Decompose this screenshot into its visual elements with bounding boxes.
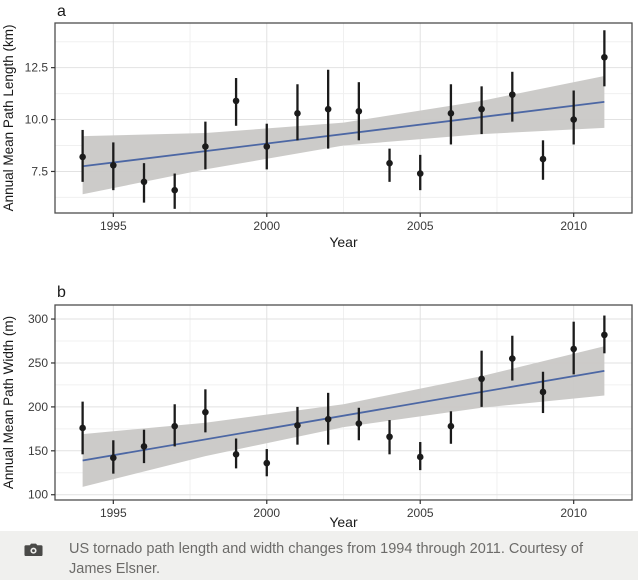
data-point bbox=[601, 331, 608, 339]
data-point bbox=[386, 433, 393, 441]
data-point bbox=[324, 105, 332, 113]
confidence-band bbox=[82, 75, 605, 195]
panel-label: b bbox=[57, 284, 66, 301]
caption-text: US tornado path length and width changes… bbox=[69, 541, 584, 577]
panel-border bbox=[54, 22, 633, 214]
x-tick-label: 2010 bbox=[560, 219, 587, 233]
data-point bbox=[509, 355, 516, 362]
path-length-chart: 1995 2000 2005 2010 7.5 10.0 12.5 Year Annual Me… bbox=[1, 3, 633, 250]
data-point bbox=[202, 408, 209, 416]
y-axis-title: Annual Mean Path Length (km) bbox=[1, 25, 16, 212]
data-point bbox=[324, 415, 332, 423]
data-point bbox=[416, 453, 424, 461]
y-tick-label: 7.5 bbox=[31, 164, 48, 178]
data-point bbox=[478, 375, 485, 383]
x-tick-label: 1995 bbox=[100, 219, 127, 233]
y-tick-label: 250 bbox=[28, 356, 48, 370]
x-tick-label: 2005 bbox=[407, 506, 434, 520]
data-point bbox=[355, 107, 363, 115]
data-point bbox=[110, 161, 117, 169]
data-point bbox=[110, 454, 117, 462]
y-tick-label: 300 bbox=[28, 312, 48, 326]
data-point bbox=[79, 424, 86, 432]
data-point bbox=[171, 422, 178, 430]
data-point bbox=[232, 97, 240, 105]
x-tick-label: 2005 bbox=[407, 219, 434, 233]
y-tick-label: 10.0 bbox=[25, 113, 49, 127]
data-point bbox=[416, 170, 424, 177]
x-tick-label: 1995 bbox=[100, 506, 127, 520]
panel-border bbox=[54, 304, 633, 501]
data-point bbox=[79, 153, 86, 161]
data-point bbox=[171, 186, 178, 194]
data-point bbox=[294, 110, 301, 117]
y-tick-label: 100 bbox=[28, 488, 48, 502]
data-point bbox=[140, 443, 148, 450]
y-axis-title: Annual Mean Path Width (m) bbox=[1, 316, 16, 489]
data-point bbox=[601, 53, 608, 61]
data-point bbox=[140, 178, 148, 186]
data-point bbox=[447, 422, 455, 430]
figure-caption-bar: US tornado path length and width changes… bbox=[0, 531, 638, 580]
x-tick-label: 2010 bbox=[560, 506, 587, 520]
data-point bbox=[263, 459, 271, 467]
data-point bbox=[539, 155, 547, 163]
x-tick-label: 2000 bbox=[253, 219, 280, 233]
data-point bbox=[478, 105, 485, 113]
data-point bbox=[447, 110, 455, 117]
data-point bbox=[570, 345, 577, 353]
data-point bbox=[263, 143, 271, 150]
data-point bbox=[386, 159, 393, 167]
path-width-chart: 1995 2000 2005 2010 100 150 200 250 300 Year Annua… bbox=[1, 284, 633, 530]
data-point bbox=[294, 422, 301, 429]
x-axis-title: Year bbox=[329, 514, 358, 530]
data-point bbox=[509, 91, 516, 98]
data-point bbox=[202, 143, 209, 150]
trend-line bbox=[82, 369, 605, 462]
y-tick-label: 200 bbox=[28, 400, 48, 414]
y-tick-label: 12.5 bbox=[25, 61, 49, 75]
camera-icon bbox=[24, 542, 43, 557]
x-tick-label: 2000 bbox=[253, 506, 280, 520]
data-point bbox=[539, 388, 547, 396]
panel-label: a bbox=[57, 3, 66, 20]
data-point bbox=[355, 420, 363, 427]
y-tick-label: 150 bbox=[28, 444, 48, 458]
x-axis-title: Year bbox=[329, 234, 358, 250]
data-point bbox=[232, 451, 240, 458]
data-point bbox=[570, 116, 577, 123]
trend-line bbox=[82, 101, 605, 168]
